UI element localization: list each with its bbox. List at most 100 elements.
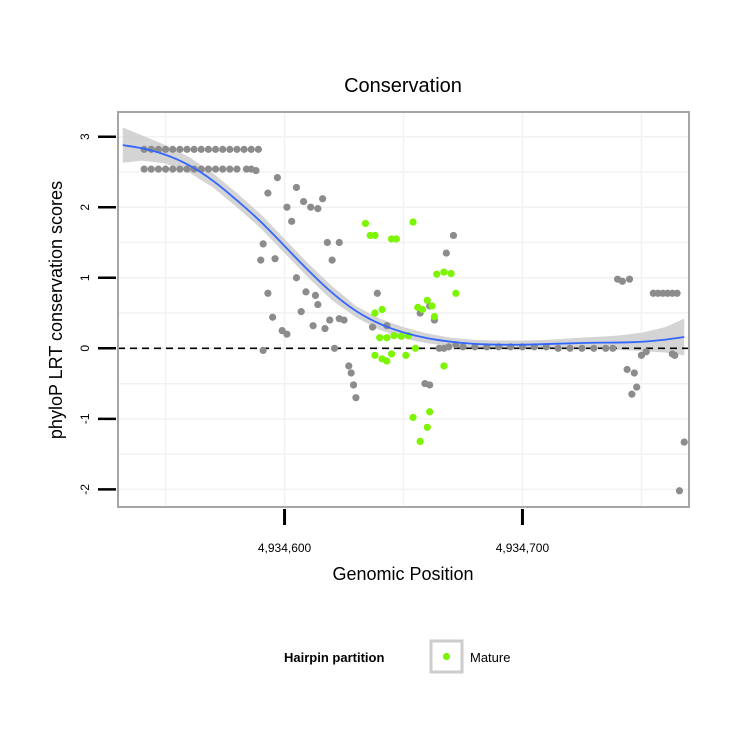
point-other [283, 203, 291, 211]
point-other [292, 183, 301, 192]
point-other [254, 145, 262, 153]
point-other [169, 165, 177, 173]
point-other [628, 390, 636, 398]
y-tick-label: 3 [78, 133, 92, 140]
y-tick-label: 0 [78, 345, 92, 352]
point-mature [376, 334, 384, 342]
point-other [283, 330, 291, 338]
point-mature [388, 350, 396, 358]
point-other [140, 165, 148, 173]
legend-key-mature-dot [442, 652, 451, 661]
point-other [630, 369, 638, 377]
point-other [671, 351, 679, 359]
point-mature [409, 413, 417, 422]
point-other [618, 277, 626, 285]
point-other [161, 145, 170, 153]
x-tick-label: 4,934,700 [496, 541, 550, 555]
x-axis-title: Genomic Position [332, 564, 473, 584]
series-other-points [140, 145, 688, 495]
point-other [590, 344, 598, 352]
point-other [311, 291, 320, 299]
point-other [542, 343, 550, 351]
point-other [625, 275, 634, 283]
point-other [288, 217, 296, 225]
point-other [233, 145, 241, 153]
legend-title: Hairpin partition [284, 650, 384, 665]
point-other [240, 145, 248, 153]
point-mature [426, 408, 434, 416]
point-other [445, 343, 453, 351]
point-other [302, 288, 310, 296]
point-other [675, 487, 684, 495]
point-other [154, 165, 163, 173]
point-mature [402, 351, 410, 359]
point-other [259, 240, 267, 248]
point-other [340, 316, 348, 324]
point-other [642, 348, 650, 356]
point-mature [433, 270, 441, 278]
point-mature [416, 437, 424, 446]
point-mature [383, 357, 391, 365]
point-other [347, 369, 355, 377]
point-other [297, 308, 305, 316]
point-other [226, 145, 234, 153]
point-other [183, 145, 191, 153]
point-other [247, 145, 255, 153]
point-mature [390, 331, 398, 340]
y-tick-label: -1 [78, 413, 92, 424]
point-other [211, 145, 220, 153]
point-other [449, 231, 458, 240]
smooth-fit-path [122, 144, 685, 346]
point-mature [397, 332, 405, 340]
point-mature [430, 312, 439, 321]
point-mature [423, 296, 431, 304]
point-other [330, 344, 339, 352]
point-other [349, 381, 358, 389]
point-other [226, 165, 234, 173]
point-other [252, 166, 260, 175]
point-other [623, 365, 631, 374]
point-other [609, 344, 617, 352]
point-other [602, 344, 610, 352]
point-other [183, 165, 191, 173]
point-other [271, 255, 279, 263]
point-other [321, 324, 329, 333]
x-axis: 4,934,600 4,934,700 [258, 509, 550, 555]
point-other [269, 313, 277, 321]
point-other [442, 249, 450, 257]
point-mature [383, 334, 391, 342]
point-mature [440, 268, 448, 276]
point-other [335, 238, 343, 247]
point-mature [409, 218, 417, 226]
point-mature [392, 235, 400, 243]
point-other [233, 165, 241, 173]
point-mature [361, 219, 370, 228]
point-other [323, 238, 331, 247]
point-mature [418, 305, 427, 314]
point-other [190, 145, 198, 153]
point-other [292, 274, 301, 282]
point-other [176, 165, 184, 173]
point-other [219, 145, 227, 153]
point-other [273, 173, 282, 182]
point-other [204, 165, 213, 173]
point-other [673, 289, 681, 297]
point-other [204, 145, 213, 153]
point-other [578, 344, 586, 352]
point-other [328, 256, 336, 264]
point-mature [423, 423, 431, 431]
point-other [680, 438, 688, 446]
point-other [319, 195, 327, 203]
point-other [264, 289, 272, 297]
point-other [566, 344, 574, 352]
point-mature [440, 362, 448, 370]
point-mature [371, 231, 379, 240]
point-other [309, 322, 317, 330]
point-other [176, 145, 184, 153]
point-other [161, 165, 170, 173]
series-mature-points [361, 218, 460, 446]
point-mature [411, 344, 419, 352]
point-other [197, 145, 205, 153]
point-other [373, 289, 381, 297]
point-other [211, 165, 220, 173]
